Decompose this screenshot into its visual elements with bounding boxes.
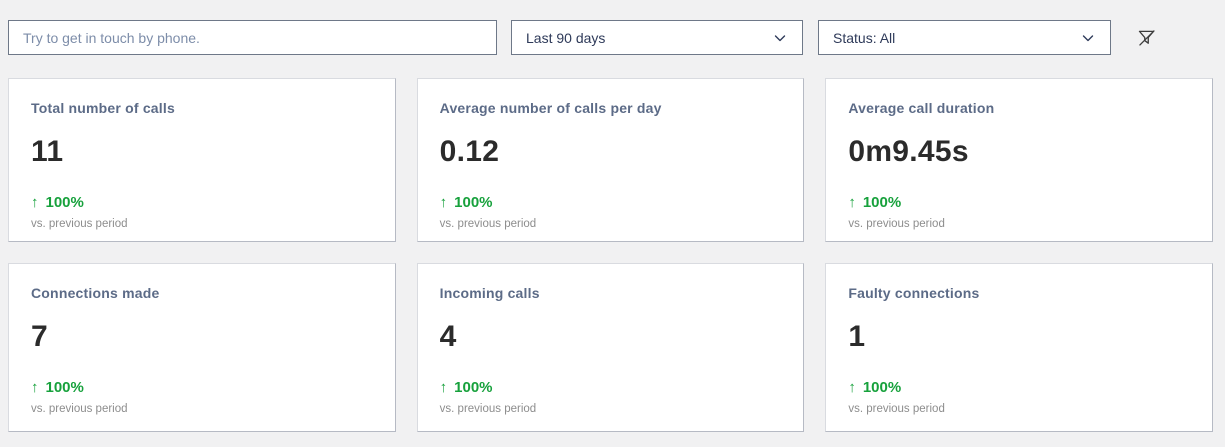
kpi-grid-row-2: Connections made 7 ↑ 100% vs. previous p… [8,263,1213,432]
card-title: Incoming calls [439,285,540,301]
status-value: Status: All [833,29,896,46]
kpi-grid-row-1: Total number of calls 11 ↑ 100% vs. prev… [8,78,1213,242]
delta-percent: 100% [862,379,902,396]
card-delta: ↑ 100% [848,194,1190,211]
filter-clear-icon [1136,27,1157,48]
up-arrow-icon: ↑ [31,194,39,211]
filter-bar: Last 90 days Status: All [0,0,1225,55]
compare-label: vs. previous period [31,403,128,415]
compare-label: vs. previous period [31,218,128,230]
card-title: Faulty connections [848,285,980,301]
delta-percent: 100% [45,379,84,396]
up-arrow-icon: ↑ [439,194,448,211]
delta-percent: 100% [45,194,84,211]
up-arrow-icon: ↑ [848,194,856,211]
delta-percent: 100% [862,194,902,211]
card-value: 11 [31,135,64,168]
card-incoming-calls: Incoming calls 4 ↑ 100% vs. previous per… [416,263,805,432]
card-delta: ↑ 100% [31,194,373,211]
compare-label: vs. previous period [439,218,537,230]
card-total-calls: Total number of calls 11 ↑ 100% vs. prev… [8,78,396,242]
phone-search-input[interactable] [8,20,497,55]
card-avg-call-duration: Average call duration 0m9.45s ↑ 100% vs.… [825,78,1213,242]
card-value: 1 [848,320,866,353]
delta-percent: 100% [454,194,493,211]
card-title: Total number of calls [31,100,175,116]
chevron-down-icon [1080,30,1096,46]
card-title: Connections made [31,285,160,301]
card-title: Average call duration [848,100,995,116]
compare-label: vs. previous period [848,403,945,415]
clear-filters-button[interactable] [1131,23,1161,53]
card-title: Average number of calls per day [439,100,662,116]
status-dropdown[interactable]: Status: All [818,20,1111,55]
card-delta: ↑ 100% [848,379,1190,396]
delta-percent: 100% [454,379,493,396]
chevron-down-icon [772,30,788,46]
card-faulty-connections: Faulty connections 1 ↑ 100% vs. previous… [825,263,1213,432]
up-arrow-icon: ↑ [439,379,448,396]
compare-label: vs. previous period [848,218,945,230]
card-connections-made: Connections made 7 ↑ 100% vs. previous p… [8,263,396,432]
up-arrow-icon: ↑ [848,379,856,396]
card-value: 7 [31,320,48,353]
card-value: 4 [439,320,457,353]
date-range-dropdown[interactable]: Last 90 days [511,20,803,55]
card-avg-calls-per-day: Average number of calls per day 0.12 ↑ 1… [416,78,805,242]
card-delta: ↑ 100% [440,194,782,211]
up-arrow-icon: ↑ [31,379,39,396]
card-delta: ↑ 100% [31,379,373,396]
card-delta: ↑ 100% [440,379,782,396]
card-value: 0.12 [439,135,500,168]
date-range-value: Last 90 days [526,29,606,46]
card-value: 0m9.45s [848,135,969,168]
compare-label: vs. previous period [439,403,537,415]
